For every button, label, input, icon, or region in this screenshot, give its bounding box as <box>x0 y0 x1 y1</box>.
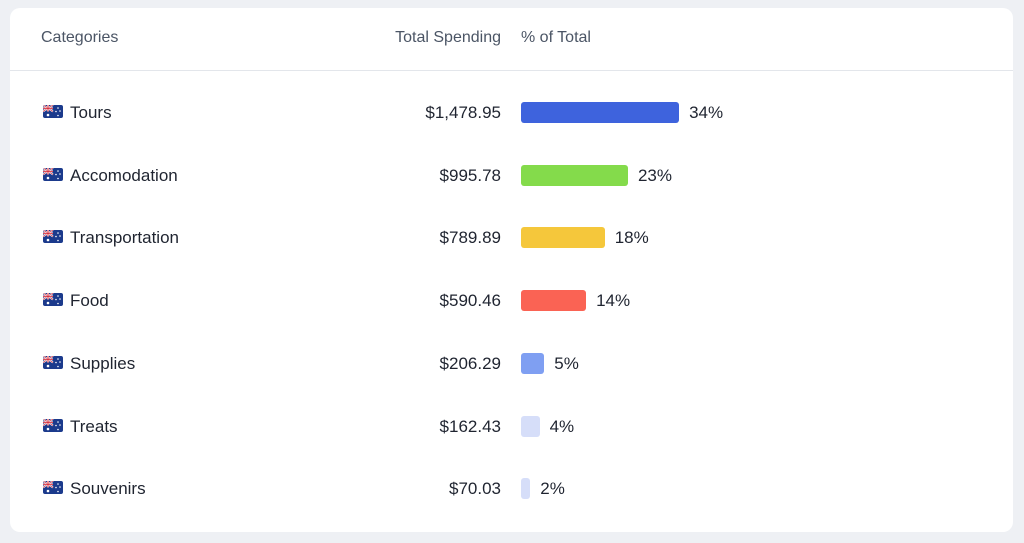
category-label: Treats <box>70 416 118 436</box>
percent-bar <box>521 227 605 249</box>
australia-flag-icon <box>43 105 63 118</box>
category-label: Accomodation <box>70 165 178 185</box>
total-spending-value: $1,478.95 <box>425 103 501 122</box>
australia-flag-icon <box>43 418 63 432</box>
spending-table-card: Categories Total Spending % of Total Tou… <box>10 8 1013 532</box>
category-label: Food <box>70 291 109 311</box>
category-label: Transportation <box>70 228 179 248</box>
percent-label: 23% <box>637 165 672 185</box>
table-row[interactable]: Transportation $789.89 18% <box>10 218 1013 258</box>
percent-bar <box>521 478 531 500</box>
australia-flag-icon <box>43 293 63 307</box>
percent-label: 34% <box>689 103 724 122</box>
percent-label: 18% <box>614 228 649 248</box>
table-row[interactable]: Souvenirs $70.03 2% <box>10 469 1013 509</box>
total-spending-value: $995.78 <box>439 165 501 185</box>
table-row[interactable]: Food $590.46 14% <box>10 281 1013 321</box>
australia-flag-icon <box>43 481 63 495</box>
percent-label: 4% <box>549 416 575 436</box>
table-row[interactable]: Treats $162.43 4% <box>10 407 1013 447</box>
header-total-spending[interactable]: Total Spending <box>395 29 501 46</box>
category-label: Tours <box>70 103 112 122</box>
percent-bar <box>521 352 545 374</box>
percent-bar <box>521 415 540 437</box>
total-spending-value: $206.29 <box>439 353 501 373</box>
australia-flag-icon <box>43 167 63 181</box>
table-row[interactable]: Accomodation $995.78 23% <box>10 156 1013 196</box>
total-spending-value: $70.03 <box>449 479 501 499</box>
category-label: Souvenirs <box>70 479 146 499</box>
header-percent-of-total[interactable]: % of Total <box>521 29 591 46</box>
percent-label: 5% <box>554 353 579 373</box>
category-label: Supplies <box>70 353 136 373</box>
australia-flag-icon <box>43 355 63 369</box>
percent-label: 14% <box>596 291 631 311</box>
percent-bar <box>521 102 680 123</box>
percent-bar <box>521 290 587 312</box>
table-row[interactable]: Tours $1,478.95 34% <box>10 93 1013 133</box>
total-spending-value: $789.89 <box>439 228 501 248</box>
percent-bar <box>521 164 628 186</box>
table-row[interactable]: Supplies $206.29 5% <box>10 344 1013 384</box>
total-spending-value: $590.46 <box>439 291 501 311</box>
percent-label: 2% <box>540 479 565 499</box>
table-header: Categories Total Spending % of Total <box>10 8 1013 71</box>
australia-flag-icon <box>43 230 63 244</box>
total-spending-value: $162.43 <box>439 416 501 436</box>
header-categories[interactable]: Categories <box>41 29 119 46</box>
